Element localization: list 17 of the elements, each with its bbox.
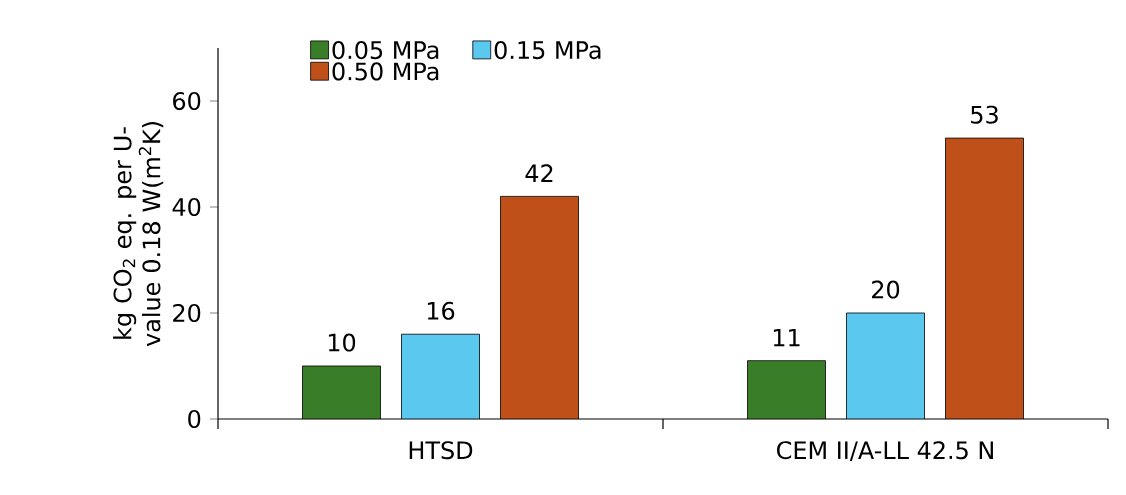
legend-label: 0.50 MPa (332, 62, 439, 81)
x-tick-label: HTSD (409, 441, 473, 460)
bar (500, 196, 579, 419)
y-tick-label: 60 (173, 91, 201, 111)
y-tick-label: 20 (173, 303, 201, 323)
data-label: 53 (971, 105, 998, 124)
y-tick-label: 40 (172, 197, 201, 217)
data-label: 10 (328, 333, 356, 352)
data-label: 42 (525, 164, 553, 183)
data-label: 16 (427, 301, 455, 320)
x-tick-label: CEM II/A-LL 42.5 N (777, 441, 993, 462)
data-label: 11 (773, 328, 800, 347)
bar (945, 137, 1024, 419)
legend-label: 0.05 MPa (332, 41, 439, 60)
data-label: 20 (872, 280, 900, 299)
legend-label: 0.15 MPa (494, 41, 601, 60)
y-tick-label: 0 (188, 409, 201, 429)
